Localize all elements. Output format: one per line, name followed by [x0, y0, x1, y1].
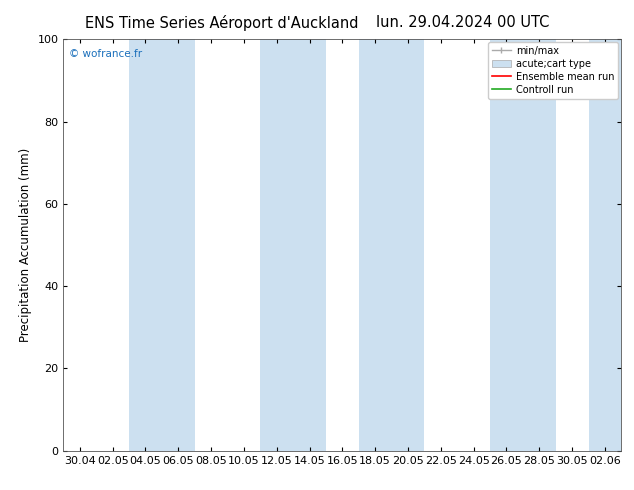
Text: © wofrance.fr: © wofrance.fr: [69, 49, 142, 59]
Bar: [588, 39, 621, 451]
Bar: [490, 39, 555, 451]
Bar: [261, 39, 326, 451]
Text: ENS Time Series Aéroport d'Auckland: ENS Time Series Aéroport d'Auckland: [85, 15, 359, 31]
Bar: [129, 39, 195, 451]
Text: lun. 29.04.2024 00 UTC: lun. 29.04.2024 00 UTC: [376, 15, 550, 30]
Y-axis label: Precipitation Accumulation (mm): Precipitation Accumulation (mm): [19, 148, 32, 342]
Bar: [359, 39, 424, 451]
Legend: min/max, acute;cart type, Ensemble mean run, Controll run: min/max, acute;cart type, Ensemble mean …: [488, 42, 618, 98]
